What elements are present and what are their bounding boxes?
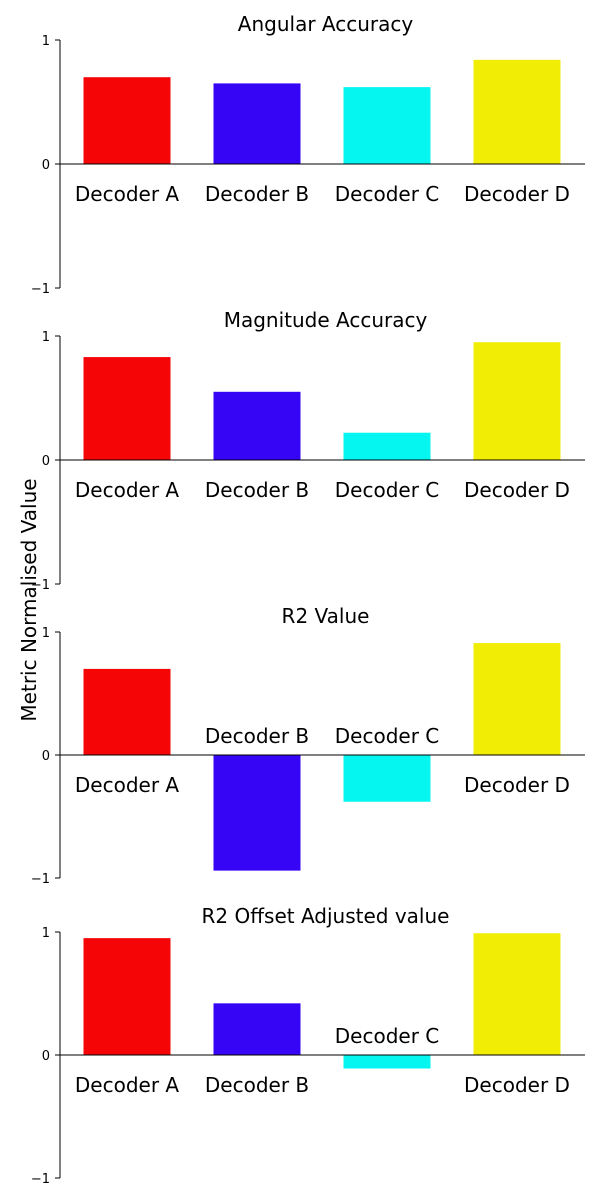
category-label: Decoder A	[75, 478, 180, 502]
chart-panels: Angular Accuracy 1 0 −1 Decoder A Decoder B De…	[31, 12, 585, 1187]
bar-decoder-b	[213, 1003, 301, 1055]
category-label: Decoder D	[464, 773, 570, 797]
chart-panel-4: R2 Offset Adjusted value 1 0 −1 Decoder A Dec…	[31, 904, 585, 1187]
bar-decoder-d	[473, 59, 561, 165]
category-label: Decoder C	[335, 478, 439, 502]
y-tick-label: −1	[31, 872, 50, 887]
y-tick-label: 0	[42, 749, 50, 764]
category-label: Decoder D	[464, 1073, 570, 1097]
category-label: Decoder C	[335, 182, 439, 206]
category-label: Decoder B	[205, 478, 309, 502]
category-label: Decoder C	[335, 724, 439, 748]
bar-decoder-b	[213, 755, 301, 871]
chart-panel-3: R2 Value 1 0 −1 Decoder A Decoder B Decoder C D…	[31, 604, 585, 887]
bar-decoder-d	[473, 643, 561, 755]
category-label: Decoder A	[75, 182, 180, 206]
bar-decoder-c	[343, 87, 431, 164]
y-tick-label: 1	[42, 926, 50, 941]
bar-decoder-a	[83, 938, 171, 1055]
y-tick-label: 1	[42, 34, 50, 49]
bar-decoder-b	[213, 391, 301, 460]
bar-decoder-d	[473, 342, 561, 460]
bar-decoder-c	[343, 432, 431, 460]
category-label: Decoder D	[464, 478, 570, 502]
chart-panel-1: Angular Accuracy 1 0 −1 Decoder A Decoder B De…	[31, 12, 585, 297]
panel-title: R2 Value	[282, 604, 370, 628]
bar-decoder-c	[343, 755, 431, 802]
panel-title: Angular Accuracy	[238, 12, 414, 36]
category-label: Decoder A	[75, 773, 180, 797]
bar-decoder-b	[213, 83, 301, 164]
y-tick-label: 0	[42, 1049, 50, 1064]
y-axis-label: Metric Normalised Value	[17, 478, 41, 721]
bar-decoder-a	[83, 668, 171, 755]
panel-title: Magnitude Accuracy	[224, 308, 428, 332]
y-tick-label: 1	[42, 330, 50, 345]
bar-decoder-a	[83, 357, 171, 460]
y-tick-label: −1	[31, 1172, 50, 1187]
category-label: Decoder B	[205, 1073, 309, 1097]
y-tick-label: −1	[31, 578, 50, 593]
chart-panel-2: Magnitude Accuracy 1 0 −1 Decoder A Decoder B…	[31, 308, 585, 593]
category-label: Decoder A	[75, 1073, 180, 1097]
bar-decoder-a	[83, 77, 171, 164]
category-label: Decoder D	[464, 182, 570, 206]
category-label: Decoder B	[205, 182, 309, 206]
y-tick-label: 1	[42, 626, 50, 641]
y-tick-label: 0	[42, 454, 50, 469]
y-tick-label: −1	[31, 282, 50, 297]
bar-decoder-d	[473, 933, 561, 1055]
category-label: Decoder C	[335, 1024, 439, 1048]
category-label: Decoder B	[205, 724, 309, 748]
y-tick-label: 0	[42, 158, 50, 173]
bar-decoder-c	[343, 1055, 431, 1069]
panel-title: R2 Offset Adjusted value	[202, 904, 450, 928]
